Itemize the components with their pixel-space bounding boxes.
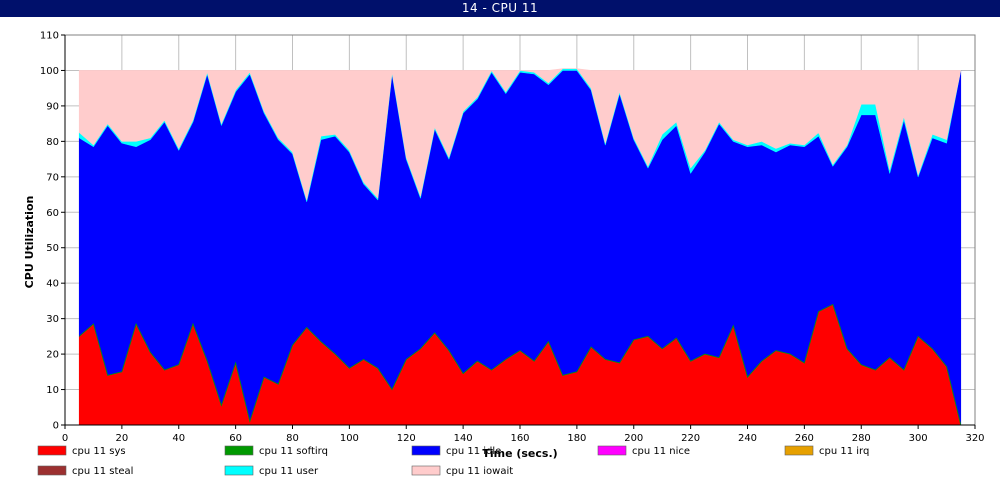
y-tick-label-7: 70 <box>46 172 59 183</box>
legend: cpu 11 sys cpu 11 softirq cpu 11 idle cpu 1… <box>37 445 869 477</box>
y-tick-label-6: 60 <box>46 208 59 219</box>
x-tick-label-14: 280 <box>852 433 871 444</box>
legend-swatch-user <box>224 465 254 476</box>
x-tick-label-5: 100 <box>340 433 359 444</box>
legend-item-sys: cpu 11 sys <box>37 445 126 457</box>
y-axis-title: CPU Utilization <box>23 196 36 289</box>
legend-label-idle: cpu 11 idle <box>446 446 501 457</box>
series-areas <box>78 68 962 426</box>
legend-label-user: cpu 11 user <box>259 466 319 477</box>
legend-item-irq: cpu 11 irq <box>784 445 869 457</box>
legend-label-iowait: cpu 11 iowait <box>446 466 513 477</box>
x-tick-label-6: 120 <box>397 433 416 444</box>
legend-swatch-sys <box>37 445 67 456</box>
x-tick-label-15: 300 <box>909 433 928 444</box>
y-tick-label-2: 20 <box>46 350 59 361</box>
y-tick-label-11: 110 <box>40 31 59 42</box>
x-tick-label-2: 40 <box>172 433 185 444</box>
x-axis-title: Time (secs.) <box>482 447 557 460</box>
legend-label-nice: cpu 11 nice <box>632 446 690 457</box>
legend-label-irq: cpu 11 irq <box>819 446 869 457</box>
legend-item-user: cpu 11 user <box>224 465 319 477</box>
x-axis-ticks: 0 20 40 60 80 100 120 140 160 180 200 220 240 260 280 3… <box>62 425 985 444</box>
x-tick-label-0: 0 <box>62 433 68 444</box>
y-tick-label-10: 100 <box>40 66 59 77</box>
x-tick-label-7: 140 <box>454 433 473 444</box>
legend-label-steal: cpu 11 steal <box>72 466 133 477</box>
legend-item-softirq: cpu 11 softirq <box>224 445 328 457</box>
y-tick-label-3: 30 <box>46 314 59 325</box>
legend-label-sys: cpu 11 sys <box>72 446 126 457</box>
window-title: 14 - CPU 11 <box>0 0 1000 17</box>
y-tick-label-1: 10 <box>46 385 59 396</box>
y-tick-label-4: 40 <box>46 279 59 290</box>
x-tick-label-13: 260 <box>795 433 814 444</box>
y-tick-label-0: 0 <box>53 421 59 432</box>
cpu-utilization-chart: 0 10 20 30 40 50 60 70 80 90 100 110 0 20 40 60 80 100 12… <box>23 31 985 478</box>
y-axis-ticks: 0 10 20 30 40 50 60 70 80 90 100 110 <box>40 31 65 432</box>
x-tick-label-10: 200 <box>624 433 643 444</box>
x-tick-label-9: 180 <box>567 433 586 444</box>
legend-item-idle: cpu 11 idle <box>411 445 501 457</box>
x-tick-label-8: 160 <box>510 433 529 444</box>
legend-item-iowait: cpu 11 iowait <box>411 465 513 477</box>
legend-swatch-nice <box>597 445 627 456</box>
x-tick-label-4: 80 <box>286 433 299 444</box>
x-tick-label-11: 220 <box>681 433 700 444</box>
legend-swatch-irq <box>784 445 814 456</box>
area-iowait <box>78 68 962 201</box>
legend-swatch-idle <box>411 445 441 456</box>
legend-swatch-softirq <box>224 445 254 456</box>
legend-label-softirq: cpu 11 softirq <box>259 446 328 457</box>
legend-swatch-steal <box>37 465 67 476</box>
y-tick-label-8: 80 <box>46 137 59 148</box>
x-tick-label-16: 320 <box>965 433 984 444</box>
line-sys-top <box>78 303 962 426</box>
y-tick-label-9: 90 <box>46 101 59 112</box>
x-tick-label-12: 240 <box>738 433 757 444</box>
legend-item-nice: cpu 11 nice <box>597 445 690 457</box>
legend-swatch-iowait <box>411 465 441 476</box>
legend-item-steal: cpu 11 steal <box>37 465 133 477</box>
x-tick-label-1: 20 <box>116 433 129 444</box>
x-tick-label-3: 60 <box>229 433 242 444</box>
y-tick-label-5: 50 <box>46 243 59 254</box>
